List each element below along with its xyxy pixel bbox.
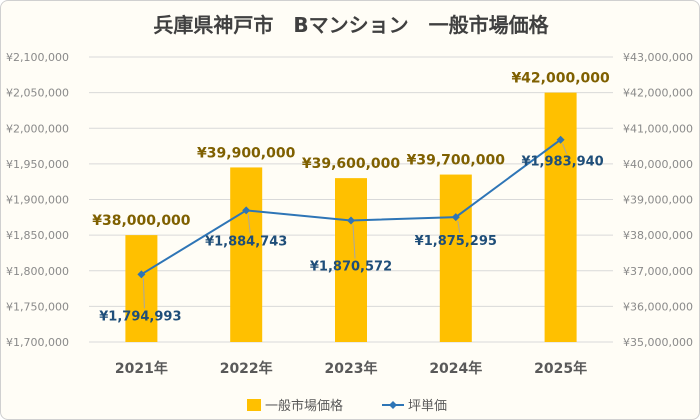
left-tick-label: ¥1,900,000 bbox=[6, 194, 69, 207]
legend-label-line: 坪単価 bbox=[408, 398, 447, 414]
legend-swatch-bar bbox=[247, 399, 261, 411]
leader-line bbox=[352, 224, 356, 259]
category-label: 2021年 bbox=[115, 360, 168, 377]
line-marker bbox=[347, 216, 355, 225]
left-tick-label: ¥1,850,000 bbox=[6, 229, 69, 242]
line-value-label: ¥1,983,940 bbox=[521, 155, 603, 170]
right-tick-label: ¥39,000,000 bbox=[623, 194, 693, 207]
bar bbox=[125, 235, 158, 342]
leader-line bbox=[457, 221, 461, 234]
bar bbox=[335, 178, 367, 342]
category-label: 2024年 bbox=[429, 360, 482, 377]
right-tick-label: ¥36,000,000 bbox=[623, 300, 693, 313]
legend: 一般市場価格 坪単価 bbox=[247, 398, 447, 414]
left-tick-label: ¥1,700,000 bbox=[6, 336, 69, 349]
line-series bbox=[137, 135, 565, 279]
right-tick-label: ¥38,000,000 bbox=[623, 229, 693, 242]
left-axis: ¥1,700,000 ¥1,750,000 ¥1,800,000 ¥1,850,000… bbox=[6, 51, 69, 349]
line-value-label: ¥1,875,295 bbox=[415, 234, 497, 249]
line-marker bbox=[137, 270, 146, 279]
bar bbox=[230, 167, 263, 342]
line-marker bbox=[242, 206, 251, 215]
line-marker bbox=[556, 135, 565, 144]
left-tick-label: ¥2,100,000 bbox=[6, 51, 69, 64]
right-tick-label: ¥43,000,000 bbox=[623, 51, 693, 64]
leader-line bbox=[247, 214, 251, 234]
line-value-label: ¥1,884,743 bbox=[205, 234, 287, 249]
bar bbox=[439, 174, 472, 342]
bar-series bbox=[125, 92, 577, 342]
label-leader-lines bbox=[142, 143, 568, 309]
left-tick-label: ¥2,000,000 bbox=[6, 122, 69, 135]
chart-title: 兵庫県神戸市 Bマンション 一般市場価格 bbox=[153, 13, 549, 37]
bar-data-labels: ¥38,000,000 ¥39,900,000 ¥39,600,000 ¥39,700… bbox=[92, 71, 610, 230]
legend-marker-line bbox=[389, 401, 397, 409]
bar-value-label: ¥38,000,000 bbox=[92, 213, 191, 229]
right-tick-label: ¥40,000,000 bbox=[623, 158, 693, 171]
left-tick-label: ¥1,750,000 bbox=[6, 300, 69, 313]
bar-value-label: ¥39,700,000 bbox=[407, 153, 506, 169]
left-tick-label: ¥1,800,000 bbox=[6, 265, 69, 278]
line-data-labels: ¥1,794,993 ¥1,884,743 ¥1,870,572 ¥1,875,295… bbox=[99, 155, 603, 325]
right-tick-label: ¥41,000,000 bbox=[623, 122, 693, 135]
right-axis: ¥35,000,000 ¥36,000,000 ¥37,000,000 ¥38,000… bbox=[623, 51, 693, 349]
category-label: 2022年 bbox=[220, 360, 273, 377]
bar bbox=[544, 92, 577, 342]
legend-label-bar: 一般市場価格 bbox=[265, 398, 343, 414]
right-tick-label: ¥37,000,000 bbox=[623, 265, 693, 278]
line-marker bbox=[451, 213, 460, 222]
bar-value-label: ¥42,000,000 bbox=[511, 71, 610, 87]
category-label: 2025年 bbox=[534, 360, 587, 377]
bar-value-label: ¥39,600,000 bbox=[302, 156, 401, 172]
x-axis: 2021年 2022年 2023年 2024年 2025年 bbox=[115, 360, 587, 377]
leader-line bbox=[142, 278, 145, 309]
right-tick-label: ¥42,000,000 bbox=[623, 87, 693, 100]
line-value-label: ¥1,794,993 bbox=[99, 309, 181, 324]
left-tick-label: ¥1,950,000 bbox=[6, 158, 69, 171]
category-label: 2023年 bbox=[325, 360, 378, 377]
left-tick-label: ¥2,050,000 bbox=[6, 87, 69, 100]
bar-value-label: ¥39,900,000 bbox=[197, 145, 296, 161]
leader-line bbox=[562, 143, 568, 154]
line-value-label: ¥1,870,572 bbox=[310, 259, 392, 274]
right-tick-label: ¥35,000,000 bbox=[623, 336, 693, 349]
